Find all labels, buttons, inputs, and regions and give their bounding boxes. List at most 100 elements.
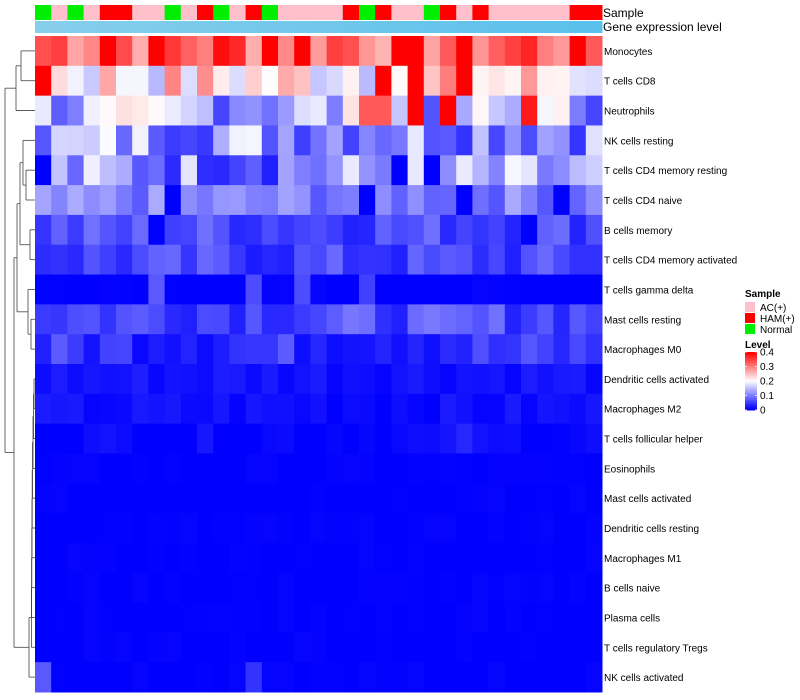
heatmap-cell <box>407 334 425 365</box>
heatmap-cell <box>585 602 603 633</box>
heatmap-cell <box>423 662 441 693</box>
heatmap-cell <box>35 36 52 67</box>
heatmap-cell <box>407 602 425 633</box>
heatmap-cell <box>456 155 473 186</box>
legend-label: HAM(+) <box>760 314 795 325</box>
row-label: NK cells activated <box>604 673 683 684</box>
heatmap-cell <box>537 483 554 514</box>
heatmap-cell <box>553 364 571 395</box>
heatmap-cell <box>164 513 182 544</box>
heatmap-cell <box>521 155 538 186</box>
heatmap-cell <box>504 662 522 693</box>
heatmap-cell <box>83 453 101 484</box>
heatmap-cell <box>472 364 490 395</box>
legend-gradient-step <box>745 385 757 388</box>
heatmap-cell <box>35 125 52 156</box>
heatmap-cell <box>213 364 230 395</box>
heatmap-cell <box>585 483 603 514</box>
heatmap-cell <box>585 632 603 663</box>
heatmap-cell <box>213 453 230 484</box>
heatmap-cell <box>197 423 214 454</box>
heatmap-cell <box>391 423 409 454</box>
heatmap-cell <box>504 423 522 454</box>
heatmap-cell <box>132 185 149 216</box>
heatmap-cell <box>132 662 149 693</box>
heatmap-cell <box>132 453 149 484</box>
heatmap-cell <box>423 513 441 544</box>
heatmap-cell <box>116 185 133 216</box>
heatmap-cell <box>585 155 603 186</box>
heatmap-cell <box>521 423 538 454</box>
sample-annotation-cell <box>569 5 587 20</box>
heatmap-cell <box>326 662 344 693</box>
expression-annotation-cell <box>116 21 133 33</box>
heatmap-cell <box>488 304 506 335</box>
heatmap-cell <box>35 572 52 604</box>
heatmap-cell <box>180 453 198 484</box>
heatmap-cell <box>472 393 490 425</box>
row-label: Neutrophils <box>604 107 655 118</box>
heatmap-cell <box>35 513 52 544</box>
heatmap-cell <box>456 423 473 454</box>
heatmap-cell <box>148 244 166 276</box>
heatmap-cell <box>229 542 247 574</box>
heatmap-cell <box>423 393 441 425</box>
heatmap-cell <box>423 423 441 454</box>
heatmap-cell <box>521 513 538 544</box>
heatmap-cell <box>245 572 263 604</box>
heatmap-cell <box>278 185 295 216</box>
legend-gradient-step <box>745 376 757 379</box>
heatmap-cell <box>310 542 328 574</box>
heatmap-cell <box>278 95 295 126</box>
heatmap-cell <box>391 244 409 276</box>
heatmap-cell <box>294 483 311 514</box>
expression-annotation-cell <box>456 21 473 33</box>
heatmap-cell <box>585 513 603 544</box>
heatmap-cell <box>456 662 473 693</box>
sample-annotation-cell <box>180 5 198 20</box>
heatmap-cell <box>197 572 214 604</box>
heatmap-cell <box>521 125 538 156</box>
heatmap-cell <box>326 244 344 276</box>
heatmap-cell <box>553 483 571 514</box>
heatmap-cell <box>423 602 441 633</box>
heatmap-cell <box>407 632 425 663</box>
heatmap-cell <box>440 244 457 276</box>
heatmap-cell <box>83 274 101 305</box>
legend-gradient-step <box>745 383 757 386</box>
heatmap-cell <box>407 214 425 246</box>
heatmap-cell <box>569 513 587 544</box>
legend-gradient-step <box>745 360 757 363</box>
heatmap-cell <box>35 364 52 395</box>
heatmap-cell <box>407 274 425 305</box>
heatmap-cell <box>310 662 328 693</box>
heatmap-cell <box>35 244 52 276</box>
heatmap-cell <box>229 453 247 484</box>
heatmap-cell <box>440 65 457 97</box>
heatmap-cell <box>569 36 587 67</box>
heatmap-cell <box>278 542 295 574</box>
heatmap-cell <box>423 364 441 395</box>
legend-gradient-step <box>745 357 757 360</box>
row-label: Macrophages M0 <box>604 345 682 356</box>
heatmap-cell <box>83 572 101 604</box>
heatmap-cell <box>51 214 68 246</box>
heatmap-cell <box>294 662 311 693</box>
heatmap-cell <box>245 36 263 67</box>
row-dendrogram <box>4 50 35 678</box>
heatmap-cell <box>229 155 247 186</box>
heatmap-cell <box>488 125 506 156</box>
heatmap-cell <box>261 65 279 97</box>
heatmap-cell <box>180 393 198 425</box>
sample-annotation-label: Sample <box>603 6 644 20</box>
heatmap-cell <box>472 572 490 604</box>
heatmap-cell <box>35 483 52 514</box>
sample-annotation-cell <box>440 5 457 20</box>
heatmap-cell <box>375 632 392 663</box>
heatmap-cell <box>116 334 133 365</box>
heatmap-cell <box>35 662 52 693</box>
heatmap-cell <box>261 364 279 395</box>
heatmap-cell <box>391 632 409 663</box>
heatmap-cell <box>245 185 263 216</box>
heatmap-cell <box>342 274 360 305</box>
